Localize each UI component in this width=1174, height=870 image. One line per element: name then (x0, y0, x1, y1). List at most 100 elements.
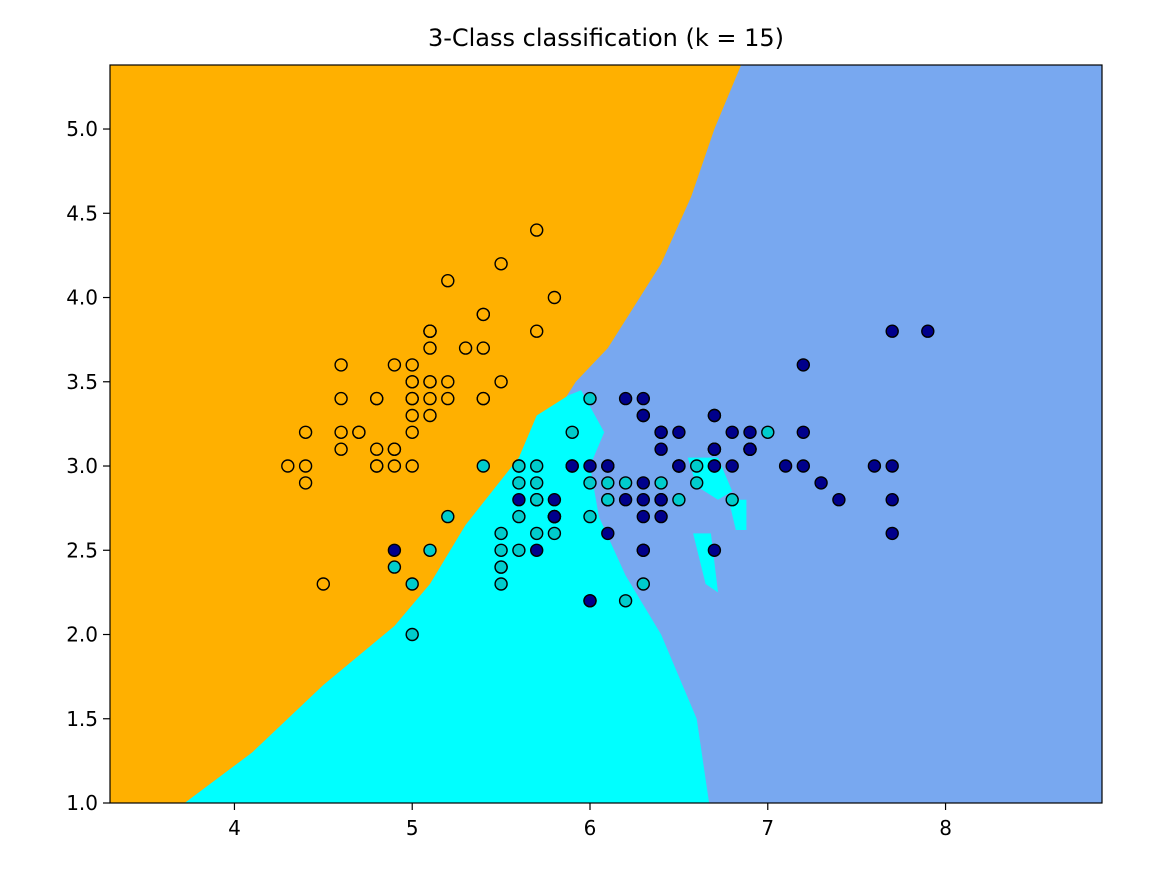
data-point-class2 (547, 509, 562, 524)
data-point-class2 (921, 324, 935, 338)
data-point-class0 (352, 425, 366, 439)
data-point-class0 (494, 375, 508, 389)
x-tick-label: 5 (406, 816, 419, 840)
data-point-class0 (370, 442, 384, 456)
data-point-class1 (690, 476, 704, 490)
region-class1 (184, 390, 710, 803)
data-point-class1 (494, 577, 508, 591)
data-point-class0 (298, 425, 313, 439)
data-point-class0 (423, 375, 437, 389)
data-point-class0 (370, 391, 384, 406)
data-point-class1 (405, 627, 419, 642)
data-point-class0 (441, 391, 455, 406)
data-point-class2 (743, 425, 757, 439)
data-point-class2 (832, 493, 846, 507)
data-point-class0 (530, 223, 544, 237)
data-point-class2 (618, 391, 633, 406)
data-point-class1 (530, 459, 544, 473)
data-point-class0 (423, 391, 437, 406)
data-point-class0 (530, 324, 544, 338)
data-point-class1 (690, 459, 704, 473)
data-point-class2 (636, 509, 650, 524)
data-point-class2 (601, 526, 615, 541)
data-point-class2 (725, 459, 739, 473)
data-point-class0 (387, 442, 402, 456)
data-point-class2 (885, 459, 899, 473)
data-point-class1 (512, 459, 526, 473)
data-point-class0 (423, 324, 437, 338)
data-point-class0 (441, 375, 455, 389)
data-point-class1 (405, 577, 419, 591)
data-point-class1 (583, 476, 597, 490)
data-point-class1 (530, 493, 544, 507)
data-point-class1 (601, 476, 615, 490)
y-tick-label: 3.5 (66, 370, 98, 394)
x-tick-label: 6 (584, 816, 597, 840)
data-point-class2 (547, 493, 562, 507)
data-point-class2 (867, 459, 882, 473)
data-point-class0 (405, 459, 419, 473)
y-axis: 1.0 1.5 2.0 2.5 3.0 3.5 4.0 4.5 5.0 (66, 117, 110, 815)
data-point-class0 (387, 358, 402, 372)
data-point-class0 (476, 391, 490, 406)
data-point-class2 (814, 476, 828, 490)
data-point-class2 (725, 425, 739, 439)
data-point-class0 (316, 577, 330, 591)
data-point-class0 (423, 408, 437, 423)
data-point-class0 (298, 459, 313, 473)
data-point-class2 (654, 442, 668, 456)
data-point-class2 (636, 493, 650, 507)
data-point-class2 (512, 493, 526, 507)
data-point-class0 (476, 341, 490, 355)
data-point-class1 (565, 425, 579, 439)
data-point-class0 (405, 425, 419, 439)
data-point-class1 (547, 526, 562, 541)
data-point-class1 (476, 459, 490, 473)
data-point-class2 (654, 509, 668, 524)
data-point-class0 (441, 274, 455, 288)
y-tick-label: 1.5 (66, 707, 98, 731)
data-point-class2 (707, 543, 722, 557)
data-point-class0 (405, 375, 419, 389)
data-point-class1 (512, 476, 526, 490)
data-point-class0 (334, 391, 348, 406)
plot-frame (109, 64, 1103, 804)
data-point-class0 (334, 358, 348, 372)
data-point-class2 (796, 459, 810, 473)
data-point-class2 (743, 442, 757, 456)
data-point-class1 (494, 560, 508, 574)
x-axis: 4 5 6 7 8 (228, 803, 952, 840)
data-point-class1 (441, 509, 455, 524)
data-point-class2 (618, 493, 633, 507)
data-point-class0 (334, 442, 348, 456)
data-point-class2 (672, 425, 686, 439)
y-tick-label: 3.0 (66, 454, 98, 478)
data-point-class0 (370, 459, 384, 473)
y-tick-label: 5.0 (66, 117, 98, 141)
data-point-class0 (334, 425, 348, 439)
data-point-class2 (636, 391, 650, 406)
y-tick-label: 2.5 (66, 538, 98, 562)
data-point-class1 (636, 577, 650, 591)
x-tick-label: 7 (761, 816, 774, 840)
data-point-class1 (530, 526, 544, 541)
data-point-class1 (423, 543, 437, 557)
data-point-class1 (583, 509, 597, 524)
data-point-class2 (885, 493, 899, 507)
y-tick-label: 4.5 (66, 201, 98, 225)
region-class0 (110, 65, 742, 803)
data-point-class1 (672, 493, 686, 507)
data-point-class0 (423, 341, 437, 355)
data-point-class2 (565, 459, 579, 473)
data-point-class0 (405, 391, 419, 406)
data-point-class2 (672, 459, 686, 473)
data-point-class1 (654, 476, 668, 490)
data-point-class2 (601, 459, 615, 473)
data-point-class2 (885, 526, 899, 541)
plot-area (110, 65, 1102, 803)
data-point-class2 (885, 324, 899, 338)
data-point-class0 (405, 408, 419, 423)
data-point-class2 (387, 543, 402, 557)
data-point-class0 (476, 307, 490, 322)
